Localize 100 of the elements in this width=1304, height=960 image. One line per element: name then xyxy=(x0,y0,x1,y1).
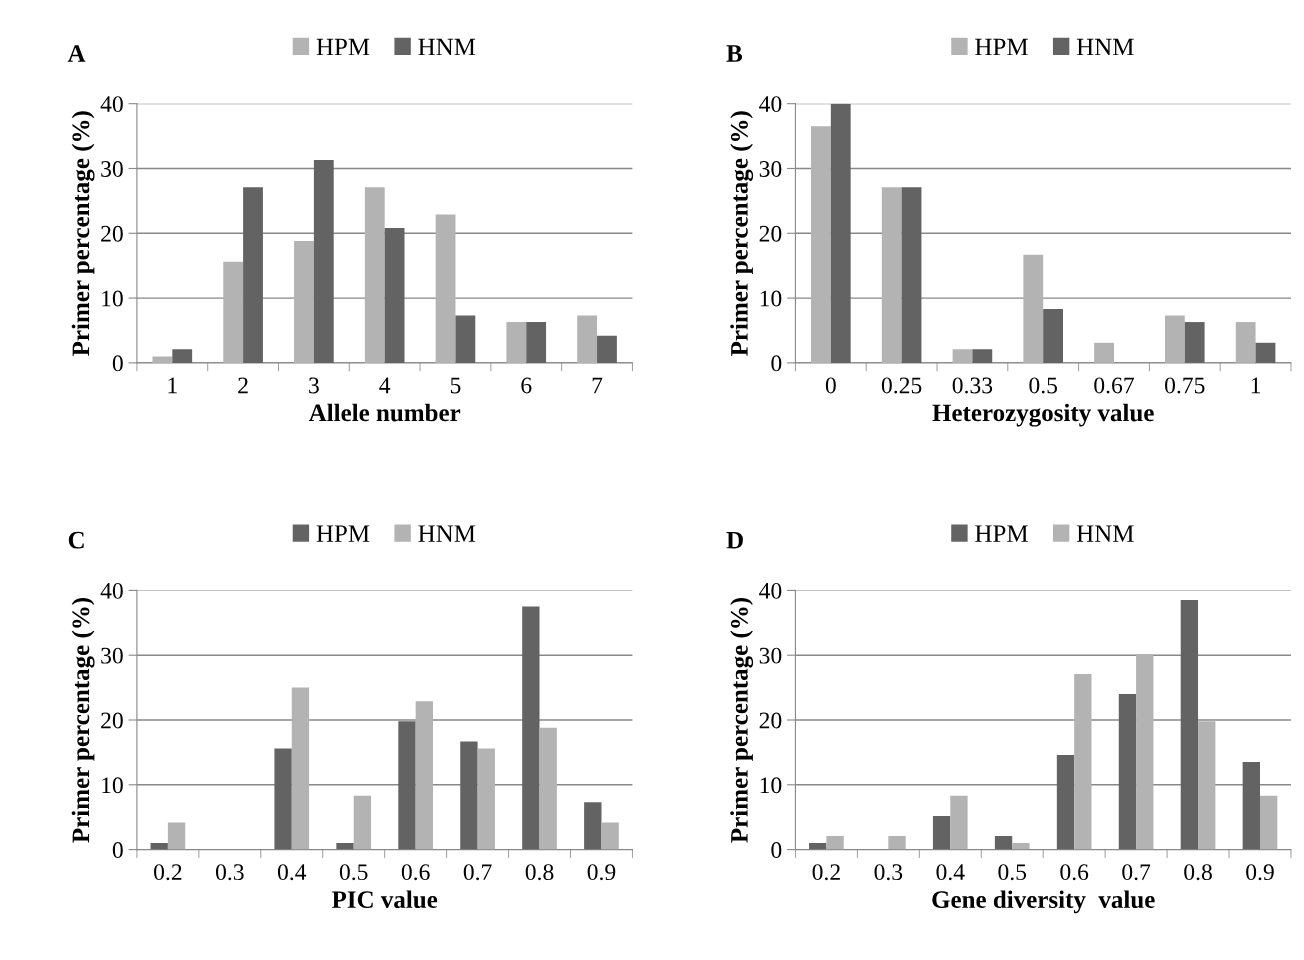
x-axis-title: PIC value xyxy=(331,890,438,909)
bar xyxy=(415,701,433,850)
y-tick-label: 0 xyxy=(112,842,123,859)
x-axis-title: Heterozygosity value xyxy=(932,403,1154,427)
x-tick-label: 0 xyxy=(825,377,836,394)
bar xyxy=(435,214,456,363)
bar xyxy=(313,160,334,363)
y-tick-label: 10 xyxy=(102,290,123,307)
y-tick-label: 30 xyxy=(101,160,123,177)
bar xyxy=(1136,653,1154,850)
bar xyxy=(477,748,495,850)
x-tick-label: 7 xyxy=(592,377,603,394)
bar xyxy=(601,822,619,850)
x-tick-label: 0.8 xyxy=(525,864,554,881)
y-tick-label: 20 xyxy=(101,712,123,729)
y-tick-label: 40 xyxy=(100,96,123,113)
bar xyxy=(398,721,416,850)
bar xyxy=(1012,843,1030,850)
y-tick-label: 30 xyxy=(759,160,782,177)
x-tick-label: 6 xyxy=(521,377,532,394)
bar xyxy=(1198,721,1216,850)
x-tick-label: 0.7 xyxy=(1122,864,1151,881)
legend-label: HNM xyxy=(1076,38,1134,56)
bar xyxy=(223,261,244,363)
y-axis-title: Primer percentage (%) xyxy=(71,597,95,843)
x-tick-label: 0.5 xyxy=(1029,377,1058,394)
y-tick-label: 0 xyxy=(112,355,123,372)
x-tick-label: 0.9 xyxy=(587,864,616,881)
y-tick-label: 40 xyxy=(759,96,782,113)
x-tick-label: 0.4 xyxy=(936,864,965,881)
legend-label: HNM xyxy=(1076,525,1134,542)
bar xyxy=(150,843,168,850)
bar xyxy=(972,349,993,363)
legend-label: HNM xyxy=(418,525,476,542)
bar xyxy=(597,335,617,363)
bar xyxy=(1056,754,1075,850)
bar xyxy=(1023,254,1044,363)
x-tick-label: 0.67 xyxy=(1094,377,1134,394)
x-tick-label: 1 xyxy=(168,377,177,394)
y-axis-title: Primer percentage (%) xyxy=(730,111,754,356)
x-tick-label: 0.8 xyxy=(1184,864,1212,881)
x-axis-title: Allele number xyxy=(308,403,461,422)
bar xyxy=(172,349,193,363)
bar xyxy=(830,103,851,363)
chart-title: B xyxy=(726,45,743,62)
chart-title: A xyxy=(67,45,86,62)
chart-title: C xyxy=(68,531,84,549)
x-tick-label: 1 xyxy=(1251,377,1261,394)
chart-title: D xyxy=(726,532,743,549)
x-tick-label: 4 xyxy=(379,377,391,394)
y-axis-title: Primer percentage (%) xyxy=(71,111,95,356)
bar xyxy=(167,822,186,850)
bar xyxy=(1180,600,1199,850)
bar xyxy=(584,802,602,850)
bar xyxy=(1074,673,1092,850)
bar xyxy=(809,843,827,850)
x-tick-label: 0.4 xyxy=(277,864,307,881)
bar xyxy=(1043,309,1064,363)
y-tick-label: 0 xyxy=(771,842,782,859)
bar xyxy=(1118,694,1137,850)
bar xyxy=(353,795,372,850)
y-tick-label: 30 xyxy=(101,647,123,664)
y-tick-label: 40 xyxy=(759,582,782,599)
y-tick-label: 10 xyxy=(102,777,123,794)
bar xyxy=(994,835,1013,850)
bar xyxy=(1094,342,1114,363)
x-tick-label: 0.9 xyxy=(1246,864,1274,881)
bar xyxy=(152,356,173,363)
bar xyxy=(1242,762,1260,850)
x-tick-label: 2 xyxy=(238,377,248,394)
x-tick-label: 0.33 xyxy=(952,377,993,394)
bar xyxy=(336,843,354,850)
y-tick-label: 20 xyxy=(101,225,123,242)
bar xyxy=(539,727,557,850)
legend-label: HPM xyxy=(316,38,370,56)
bar xyxy=(950,795,968,850)
x-tick-label: 0.5 xyxy=(339,864,368,881)
bar xyxy=(952,349,973,363)
bar xyxy=(522,606,540,850)
x-tick-label: 0.3 xyxy=(874,864,903,881)
bar xyxy=(460,741,478,850)
x-tick-label: 5 xyxy=(450,377,461,394)
bar xyxy=(455,315,476,363)
x-tick-label: 0.6 xyxy=(1060,864,1089,881)
x-tick-label: 0.2 xyxy=(154,864,182,881)
x-tick-label: 0.6 xyxy=(401,864,430,881)
y-tick-label: 10 xyxy=(760,777,782,794)
bar xyxy=(881,187,902,363)
y-axis-title: Primer percentage (%) xyxy=(730,597,754,843)
bar xyxy=(526,322,547,363)
bar xyxy=(901,187,922,363)
bar xyxy=(1164,315,1185,363)
x-tick-label: 3 xyxy=(309,377,319,394)
bar xyxy=(577,315,598,363)
bar xyxy=(1184,322,1205,363)
bar xyxy=(294,241,314,363)
legend-label: HNM xyxy=(418,38,476,56)
y-tick-label: 30 xyxy=(759,647,782,664)
x-tick-label: 0.5 xyxy=(998,864,1027,881)
y-tick-label: 0 xyxy=(771,355,782,372)
